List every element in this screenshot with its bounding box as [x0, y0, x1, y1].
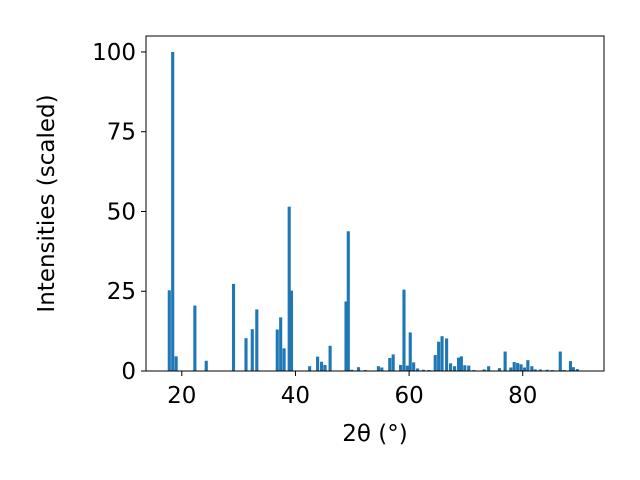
bar — [568, 361, 573, 371]
bar — [391, 354, 395, 371]
bar — [530, 366, 534, 371]
bar — [512, 362, 516, 371]
plot-frame — [145, 35, 605, 372]
y-tick-label: 0 — [121, 359, 136, 385]
bar — [323, 364, 327, 371]
bar — [538, 369, 542, 371]
bar — [545, 369, 549, 371]
bar — [526, 360, 530, 371]
bar — [445, 338, 449, 371]
bar — [440, 336, 444, 371]
y-axis-label: Intensities (scaled) — [34, 94, 60, 312]
bar — [402, 289, 406, 371]
bar — [350, 369, 354, 371]
bar — [193, 305, 197, 371]
y-tick-label: 75 — [107, 120, 136, 146]
bar — [522, 367, 527, 371]
bar — [412, 362, 416, 371]
bar — [289, 290, 294, 371]
bar — [421, 369, 425, 371]
bar — [171, 51, 175, 371]
y-ticks: 0 25 50 75 100 — [92, 40, 146, 385]
bar — [316, 356, 320, 371]
bar — [533, 369, 537, 371]
bar — [320, 361, 324, 371]
bar — [380, 367, 384, 371]
bar — [433, 355, 437, 371]
bar — [388, 357, 392, 371]
bar — [405, 365, 409, 371]
x-tick-label: 20 — [167, 383, 196, 409]
bar — [449, 363, 453, 371]
bar — [509, 367, 513, 371]
bar — [558, 351, 562, 371]
bar — [174, 356, 178, 371]
bar — [519, 364, 523, 371]
bar — [516, 363, 520, 371]
bar — [376, 366, 380, 371]
x-ticks: 20 40 60 80 — [167, 371, 537, 409]
bar — [167, 290, 171, 371]
bar — [231, 283, 236, 371]
bars-layer — [167, 51, 579, 371]
bar — [482, 369, 486, 371]
bar — [346, 231, 350, 371]
bar — [487, 366, 491, 371]
bar — [497, 368, 502, 371]
bar — [452, 366, 457, 371]
bar — [308, 366, 312, 371]
y-tick-label: 25 — [107, 279, 136, 305]
bar — [463, 365, 467, 371]
y-tick-label: 50 — [107, 199, 136, 225]
bar — [459, 356, 463, 371]
bar — [356, 367, 361, 371]
bar — [275, 329, 279, 371]
bar — [571, 367, 575, 371]
bar — [279, 317, 283, 371]
bar — [399, 364, 403, 371]
y-tick-label: 100 — [92, 40, 136, 66]
bar — [503, 351, 507, 371]
bar — [408, 332, 412, 371]
x-axis-label: 2θ (°) — [342, 421, 407, 447]
bar — [287, 206, 291, 371]
bar — [467, 365, 471, 371]
bar — [250, 329, 254, 371]
bar — [255, 309, 259, 371]
bar — [328, 345, 332, 371]
bar — [244, 338, 248, 371]
bar — [204, 360, 208, 371]
bar — [575, 369, 579, 371]
x-tick-label: 80 — [508, 383, 537, 409]
bar — [344, 301, 348, 371]
bar — [437, 341, 441, 371]
x-tick-label: 40 — [281, 383, 310, 409]
bar — [416, 368, 420, 371]
bar — [282, 348, 286, 371]
bar — [456, 357, 461, 371]
x-tick-label: 60 — [394, 383, 423, 409]
